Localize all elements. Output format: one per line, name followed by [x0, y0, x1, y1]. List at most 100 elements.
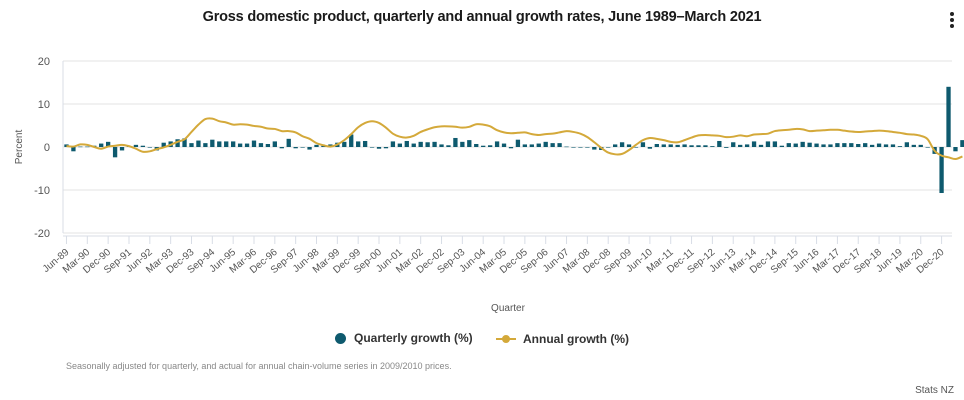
quarterly-bar[interactable] — [731, 142, 736, 147]
quarterly-bar[interactable] — [383, 147, 389, 149]
quarterly-bar[interactable] — [793, 143, 798, 147]
quarterly-bar[interactable] — [835, 143, 840, 147]
quarterly-bar[interactable] — [626, 144, 632, 147]
quarterly-bar[interactable] — [508, 147, 514, 149]
quarterly-bar[interactable] — [71, 147, 76, 152]
quarterly-bar[interactable] — [661, 144, 666, 147]
quarterly-bar[interactable] — [897, 146, 903, 147]
quarterly-bar[interactable] — [883, 144, 889, 147]
quarterly-bar[interactable] — [258, 143, 264, 147]
quarterly-bar[interactable] — [786, 143, 791, 147]
quarterly-bar[interactable] — [744, 144, 750, 147]
quarterly-bar[interactable] — [515, 139, 521, 147]
quarterly-bar[interactable] — [550, 143, 555, 147]
quarterly-bar[interactable] — [231, 141, 236, 147]
quarterly-bar[interactable] — [251, 140, 257, 147]
quarterly-bar[interactable] — [738, 144, 743, 147]
quarterly-bar[interactable] — [272, 141, 277, 147]
quarterly-bar[interactable] — [751, 141, 757, 147]
quarterly-bar[interactable] — [918, 144, 923, 147]
quarterly-bar[interactable] — [210, 139, 215, 147]
quarterly-bar[interactable] — [529, 144, 534, 147]
quarterly-bar[interactable] — [85, 146, 90, 148]
quarterly-bar[interactable] — [439, 144, 444, 147]
quarterly-bar[interactable] — [376, 147, 382, 149]
quarterly-bar[interactable] — [314, 144, 319, 147]
quarterly-bar[interactable] — [772, 141, 778, 147]
quarterly-bar[interactable] — [689, 145, 694, 147]
quarterly-bar[interactable] — [633, 147, 639, 148]
quarterly-bar[interactable] — [203, 143, 208, 147]
quarterly-bar[interactable] — [654, 143, 659, 147]
quarterly-bar[interactable] — [876, 143, 882, 147]
quarterly-bar[interactable] — [724, 147, 729, 148]
chart-credit[interactable]: Stats NZ — [915, 385, 954, 396]
quarterly-bar[interactable] — [946, 86, 951, 147]
quarterly-bar[interactable] — [821, 144, 826, 147]
quarterly-bar[interactable] — [960, 140, 964, 147]
quarterly-bar[interactable] — [842, 143, 847, 147]
quarterly-bar[interactable] — [647, 147, 653, 149]
quarterly-bar[interactable] — [467, 140, 472, 147]
quarterly-bar[interactable] — [307, 147, 312, 150]
quarterly-bar[interactable] — [717, 140, 722, 147]
quarterly-bar[interactable] — [356, 141, 361, 147]
quarterly-bar[interactable] — [856, 143, 861, 147]
quarterly-bar[interactable] — [349, 134, 354, 147]
quarterly-bar[interactable] — [828, 144, 833, 147]
quarterly-bar[interactable] — [487, 145, 493, 147]
quarterly-bar[interactable] — [585, 147, 590, 148]
quarterly-bar[interactable] — [369, 147, 375, 148]
quarterly-bar[interactable] — [286, 138, 291, 147]
quarterly-bar[interactable] — [564, 146, 569, 148]
quarterly-bar[interactable] — [460, 141, 465, 147]
quarterly-bar[interactable] — [939, 147, 944, 194]
quarterly-bar[interactable] — [758, 144, 764, 147]
quarterly-bar[interactable] — [224, 141, 229, 147]
quarterly-bar[interactable] — [869, 144, 875, 147]
quarterly-bar[interactable] — [696, 145, 701, 147]
quarterly-bar[interactable] — [481, 145, 486, 147]
quarterly-bar[interactable] — [279, 147, 284, 149]
quarterly-bar[interactable] — [217, 141, 222, 147]
quarterly-bar[interactable] — [411, 143, 416, 147]
quarterly-bar[interactable] — [175, 139, 180, 147]
quarterly-bar[interactable] — [612, 144, 618, 147]
quarterly-bar[interactable] — [404, 140, 409, 147]
quarterly-bar[interactable] — [536, 143, 541, 147]
quarterly-bar[interactable] — [265, 143, 271, 147]
quarterly-bar[interactable] — [710, 146, 715, 147]
quarterly-bar[interactable] — [501, 143, 507, 147]
quarterly-bar[interactable] — [703, 145, 708, 147]
quarterly-bar[interactable] — [675, 144, 680, 147]
quarterly-bar[interactable] — [640, 142, 646, 147]
quarterly-bar[interactable] — [140, 145, 146, 147]
legend-item-annual[interactable]: Annual growth (%) — [496, 332, 629, 346]
quarterly-bar[interactable] — [189, 143, 194, 147]
quarterly-bar[interactable] — [557, 143, 562, 147]
quarterly-bar[interactable] — [196, 140, 201, 147]
quarterly-bar[interactable] — [453, 137, 458, 147]
quarterly-bar[interactable] — [300, 147, 305, 148]
quarterly-bar[interactable] — [112, 147, 118, 158]
quarterly-bar[interactable] — [682, 144, 687, 147]
quarterly-bar[interactable] — [925, 147, 930, 148]
quarterly-bar[interactable] — [494, 141, 500, 147]
quarterly-bar[interactable] — [571, 147, 576, 148]
quarterly-bar[interactable] — [446, 145, 451, 147]
quarterly-bar[interactable] — [911, 144, 916, 147]
quarterly-bar[interactable] — [342, 141, 347, 147]
quarterly-bar[interactable] — [578, 147, 583, 148]
quarterly-bar[interactable] — [244, 143, 250, 147]
quarterly-bar[interactable] — [293, 147, 298, 149]
quarterly-bar[interactable] — [904, 142, 910, 147]
quarterly-bar[interactable] — [953, 147, 958, 152]
quarterly-bar[interactable] — [161, 142, 166, 147]
quarterly-bar[interactable] — [814, 143, 819, 147]
quarterly-bar[interactable] — [397, 143, 403, 147]
quarterly-bar[interactable] — [863, 143, 868, 147]
quarterly-bar[interactable] — [78, 146, 83, 148]
quarterly-bar[interactable] — [119, 147, 125, 151]
quarterly-bar[interactable] — [522, 144, 528, 147]
quarterly-bar[interactable] — [390, 141, 396, 147]
